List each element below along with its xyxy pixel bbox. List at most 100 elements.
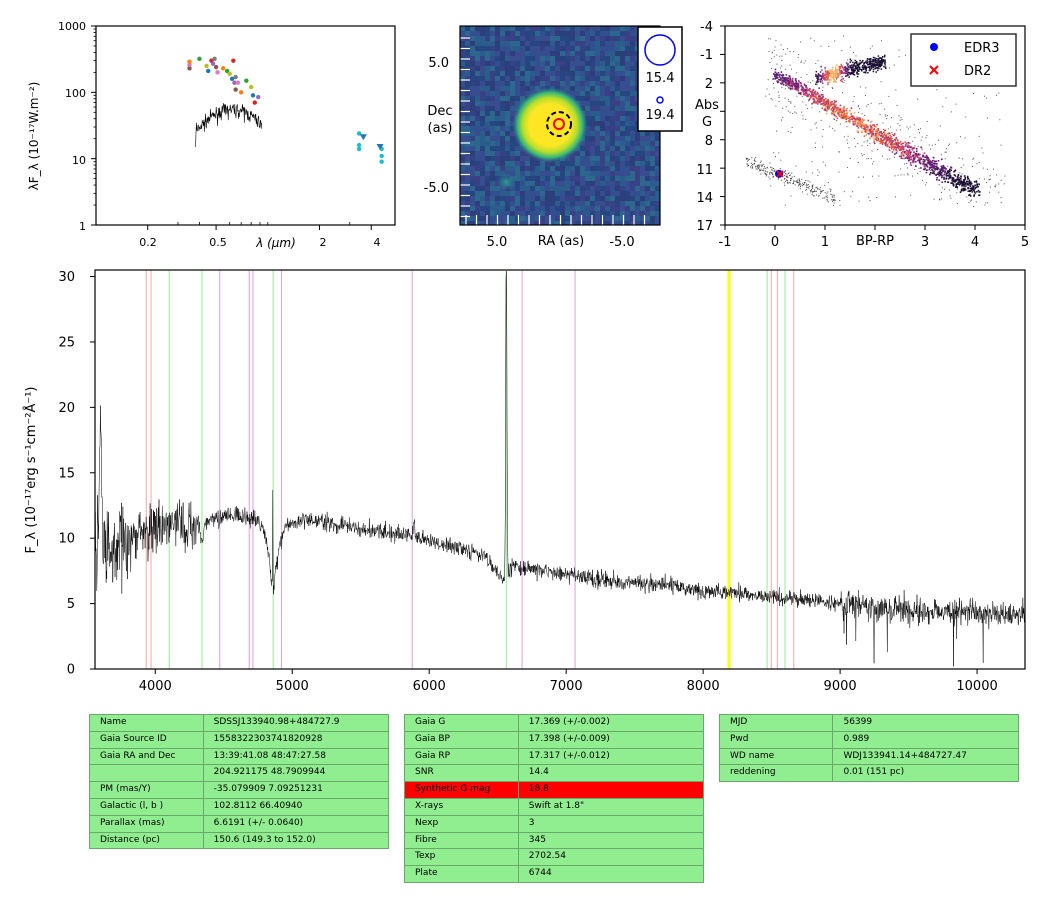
hr-sparse-point <box>811 161 813 163</box>
hr-density-point <box>963 180 965 183</box>
hr-density-point <box>855 65 857 67</box>
image-pixel <box>610 156 615 161</box>
table-key-cell: PM (mas/Y) <box>89 781 204 799</box>
hr-density-point <box>912 161 914 164</box>
image-pixel <box>565 26 570 31</box>
image-pixel <box>600 61 605 66</box>
image-pixel <box>590 41 595 46</box>
hr-sparse-point <box>853 95 855 97</box>
hr-density-point <box>908 159 911 161</box>
hr-wd-point <box>764 167 766 169</box>
hr-density-point <box>928 162 930 165</box>
hr-density-point <box>823 109 826 111</box>
image-pixel <box>630 206 635 211</box>
hr-density-point <box>879 61 882 63</box>
hr-wd-point <box>746 163 748 165</box>
image-pixel <box>630 36 635 41</box>
hr-sparse-point <box>978 178 980 180</box>
hr-density-point <box>851 69 854 72</box>
hr-density-point <box>863 65 866 67</box>
hr-density-point <box>854 118 857 121</box>
hr-density-point <box>869 58 871 60</box>
image-pixel <box>465 31 470 36</box>
hr-density-point <box>795 88 797 91</box>
hr-sparse-point <box>792 81 794 83</box>
hr-sparse-point <box>939 168 941 170</box>
image-pixel <box>460 186 465 191</box>
image-pixel <box>615 61 620 66</box>
image-pixel <box>585 211 590 216</box>
image-pixel <box>645 171 650 176</box>
image-pixel <box>465 76 470 81</box>
image-pixel <box>615 121 620 126</box>
image-pixel <box>605 191 610 196</box>
hr-density-point <box>822 96 824 98</box>
hr-density-point <box>830 103 832 106</box>
table-value-cell: 13:39:41.08 48:47:27.58 <box>202 747 390 766</box>
hr-density-point <box>908 150 911 152</box>
hr-density-point <box>876 123 878 126</box>
image-pixel <box>640 201 645 206</box>
image-pixel <box>490 61 495 66</box>
image-pixel <box>615 186 620 191</box>
image-pixel <box>605 46 610 51</box>
hr-density-point <box>818 95 821 98</box>
hr-sparse-point <box>775 39 777 41</box>
hr-density-point <box>846 68 848 71</box>
hr-density-point <box>901 147 904 149</box>
hr-density-point <box>855 122 857 125</box>
image-pixel <box>585 111 590 116</box>
hr-sparse-point <box>901 119 903 121</box>
hr-density-point <box>904 151 907 154</box>
sed-ticks <box>91 25 372 230</box>
hr-sparse-point <box>846 108 848 110</box>
hr-density-point <box>965 183 967 185</box>
image-pixel <box>630 191 635 196</box>
hr-density-point <box>931 169 934 172</box>
hr-sparse-point <box>886 158 888 160</box>
hr-density-point <box>916 156 919 158</box>
image-pixel <box>560 46 565 51</box>
hr-wd-point <box>796 179 798 181</box>
hr-density-point <box>780 80 783 82</box>
image-pixel <box>610 151 615 156</box>
hr-ytick: -1 <box>700 48 713 63</box>
image-pixel <box>500 51 505 56</box>
sed-point <box>250 93 256 98</box>
hr-density-point <box>875 57 878 60</box>
image-pixel <box>620 121 625 126</box>
hr-density-point <box>837 109 840 112</box>
hr-xlabel: BP-RP <box>856 234 894 249</box>
image-pixel <box>560 51 565 56</box>
image-pixel <box>480 101 485 106</box>
image-pixel <box>535 161 540 166</box>
image-pixel <box>590 156 595 161</box>
hr-sparse-point <box>800 41 802 43</box>
hr-density-point <box>894 133 896 135</box>
image-pixel <box>505 146 510 151</box>
hr-wd-point <box>759 161 761 163</box>
image-pixel <box>595 46 600 51</box>
hr-wd-point <box>760 173 762 175</box>
hr-density-point <box>940 174 942 177</box>
image-pixel <box>550 186 555 191</box>
hr-density-point <box>949 174 952 177</box>
image-pixel <box>575 76 580 81</box>
hr-wd-point <box>784 170 786 172</box>
hr-sparse-point <box>890 117 892 119</box>
hr-wd-point <box>751 167 753 169</box>
image-pixel <box>465 136 470 141</box>
image-pixel <box>545 211 550 216</box>
hr-sparse-point <box>771 67 773 69</box>
image-pixel <box>650 171 655 176</box>
hr-density-point <box>779 79 781 81</box>
sed-frame <box>95 25 396 226</box>
image-pixel <box>570 81 575 86</box>
hr-density-point <box>857 73 860 75</box>
hr-sparse-point <box>845 71 847 73</box>
image-pixel <box>530 26 535 31</box>
image-pixel <box>625 61 630 66</box>
image-pixel <box>610 206 615 211</box>
hr-sparse-point <box>770 185 772 187</box>
image-pixel <box>570 201 575 206</box>
